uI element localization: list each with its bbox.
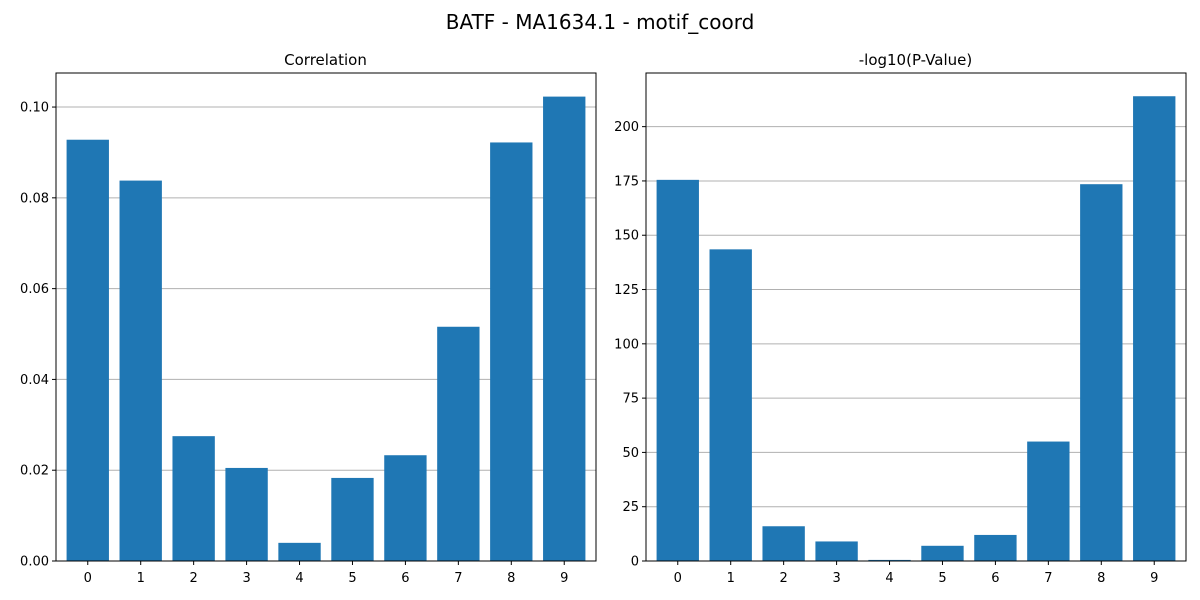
pvalue-bar-8 — [1080, 184, 1123, 561]
pvalue-ytick-label: 175 — [614, 174, 639, 189]
pvalue-ytick-label: 75 — [622, 392, 639, 407]
pvalue-bar-0 — [656, 179, 699, 561]
correlation-ytick-label: 0.10 — [20, 101, 49, 116]
correlation-xtick-label: 9 — [560, 571, 568, 586]
pvalue-axes-frame — [645, 72, 1187, 562]
pvalue-ytick-label: 200 — [614, 120, 639, 135]
pvalue-xtick-label: 1 — [727, 571, 735, 586]
correlation-bar-1 — [119, 180, 162, 561]
pvalue-xtick-label: 0 — [674, 571, 682, 586]
correlation-bar-9 — [543, 96, 586, 561]
correlation-bar-6 — [384, 455, 427, 561]
pvalue-bar-9 — [1133, 96, 1176, 561]
pvalue-ytick-label: 50 — [622, 446, 639, 461]
correlation-bar-3 — [225, 467, 268, 561]
pvalue-xtick-label: 5 — [938, 571, 946, 586]
correlation-ytick-label: 0.08 — [20, 191, 49, 206]
pvalue-chart-title: -log10(P-Value) — [859, 51, 973, 69]
correlation-ytick-label: 0.06 — [20, 282, 49, 297]
pvalue-xtick-label: 6 — [991, 571, 999, 586]
correlation-axes-frame — [55, 72, 597, 562]
pvalue-ytick-label: 25 — [622, 500, 639, 515]
pvalue-xtick-label: 3 — [832, 571, 840, 586]
correlation-xtick-label: 3 — [242, 571, 250, 586]
pvalue-bar-2 — [762, 526, 805, 561]
correlation-xtick-label: 1 — [137, 571, 145, 586]
correlation-ytick-label: 0.02 — [20, 464, 49, 479]
pvalue-ytick-label: 125 — [614, 283, 639, 298]
correlation-chart-title: Correlation — [284, 51, 367, 69]
pvalue-xtick-label: 8 — [1097, 571, 1105, 586]
pvalue-xtick-label: 7 — [1044, 571, 1052, 586]
correlation-xtick-label: 8 — [507, 571, 515, 586]
correlation-bar-5 — [331, 477, 374, 561]
pvalue-bar-4 — [868, 559, 911, 561]
pvalue-ytick-label: 150 — [614, 229, 639, 244]
pvalue-xtick-label: 2 — [780, 571, 788, 586]
correlation-xtick-label: 4 — [295, 571, 303, 586]
pvalue-bar-7 — [1027, 441, 1070, 561]
figure-title: BATF - MA1634.1 - motif_coord — [446, 10, 755, 34]
correlation-xtick-label: 5 — [348, 571, 356, 586]
pvalue-bar-1 — [709, 249, 752, 561]
correlation-bar-2 — [172, 436, 215, 561]
pvalue-bar-6 — [974, 534, 1017, 561]
correlation-ytick-label: 0.04 — [20, 373, 49, 388]
pvalue-ytick-label: 100 — [614, 337, 639, 352]
correlation-xtick-label: 6 — [401, 571, 409, 586]
pvalue-xtick-label: 4 — [885, 571, 893, 586]
pvalue-bar-5 — [921, 545, 964, 561]
pvalue-xtick-label: 9 — [1150, 571, 1158, 586]
correlation-bar-7 — [437, 326, 480, 561]
correlation-xtick-label: 0 — [84, 571, 92, 586]
correlation-bar-0 — [66, 139, 109, 562]
correlation-bar-8 — [490, 142, 533, 561]
pvalue-ytick-label: 0 — [631, 555, 639, 570]
correlation-bar-4 — [278, 542, 321, 561]
pvalue-bar-3 — [815, 541, 858, 561]
correlation-xtick-label: 2 — [190, 571, 198, 586]
correlation-chart: Correlation 0.00 0.02 0.04 0.06 0.08 0.10 0 1 2 3… — [20, 51, 597, 586]
correlation-xtick-label: 7 — [454, 571, 462, 586]
correlation-ytick-label: 0.00 — [20, 555, 49, 570]
